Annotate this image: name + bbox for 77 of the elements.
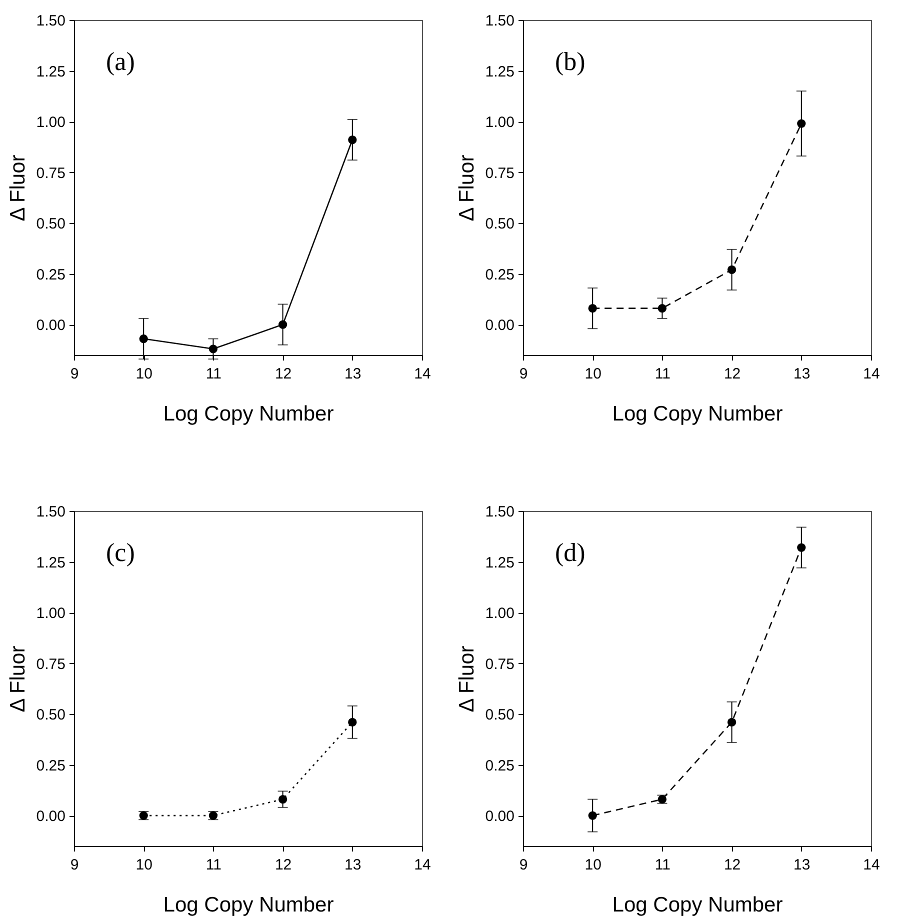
- x-tick-label: 9: [519, 366, 528, 382]
- x-tick-label: 12: [724, 856, 741, 874]
- x-axis-title: Log Copy Number: [163, 402, 334, 426]
- annotation: (c): [106, 538, 135, 567]
- y-tick-label: 0.00: [485, 808, 514, 826]
- y-tick-label: 0.00: [36, 808, 66, 826]
- x-tick-label: 9: [519, 856, 528, 874]
- y-tick-label: 0.25: [485, 757, 514, 774]
- x-tick-label: 10: [584, 856, 602, 874]
- y-tick-label: 0.00: [485, 317, 514, 334]
- x-tick-label: 12: [274, 856, 292, 874]
- y-tick-label: 0.75: [485, 656, 514, 673]
- y-tick-label: 1.00: [485, 605, 514, 622]
- y-tick-label: 0.25: [36, 266, 66, 284]
- y-tick-label: 0.50: [485, 706, 514, 724]
- x-tick-label: 14: [414, 856, 431, 874]
- point: [348, 718, 357, 726]
- x-tick-label: 13: [794, 366, 810, 382]
- point: [588, 304, 597, 313]
- y-tick-label: 0.25: [36, 757, 66, 774]
- x-axis-title: Log Copy Number: [163, 894, 334, 916]
- x-axis-title: Log Copy Number: [612, 894, 783, 916]
- point: [727, 265, 736, 274]
- x-tick-label: 14: [414, 366, 431, 382]
- y-tick-label: 0.75: [485, 164, 514, 182]
- x-tick-label: 12: [274, 366, 292, 382]
- point: [278, 320, 288, 329]
- point: [797, 119, 806, 128]
- point: [139, 334, 148, 344]
- y-tick-label: 0.50: [485, 216, 514, 233]
- y-tick-label: 1.25: [485, 63, 514, 80]
- point: [658, 304, 667, 313]
- point: [348, 135, 357, 144]
- y-tick-label: 0.00: [36, 317, 66, 334]
- point: [797, 543, 806, 552]
- y-axis-title: Δ Fluor: [6, 154, 30, 222]
- x-tick-label: 11: [654, 366, 670, 382]
- x-tick-label: 14: [863, 366, 880, 382]
- x-tick-label: 13: [344, 366, 362, 382]
- y-tick-label: 1.25: [485, 554, 514, 572]
- y-tick-label: 1.50: [485, 12, 514, 30]
- x-tick-label: 10: [584, 366, 602, 382]
- y-tick-label: 1.25: [36, 63, 66, 80]
- point: [208, 344, 218, 354]
- y-tick-label: 0.75: [36, 164, 66, 182]
- x-tick-label: 10: [136, 366, 152, 382]
- x-tick-label: 12: [724, 366, 741, 382]
- x-axis-title: Log Copy Number: [612, 402, 783, 426]
- x-tick-label: 14: [863, 856, 880, 874]
- x-tick-label: 11: [206, 366, 222, 382]
- annotation: (d): [555, 538, 586, 567]
- y-axis-title: Δ Fluor: [455, 646, 478, 712]
- x-tick-label: 9: [70, 366, 79, 382]
- y-axis-title: Δ Fluor: [6, 646, 30, 712]
- annotation: (a): [106, 47, 135, 76]
- y-tick-label: 1.00: [485, 114, 514, 132]
- y-tick-label: 1.50: [485, 504, 514, 520]
- x-tick-label: 13: [794, 856, 810, 874]
- y-tick-label: 1.00: [36, 114, 66, 132]
- y-axis-title: Δ Fluor: [455, 154, 478, 222]
- x-tick-label: 11: [654, 856, 670, 874]
- point: [588, 811, 597, 820]
- y-tick-label: 0.50: [36, 706, 66, 724]
- annotation: (b): [555, 47, 586, 76]
- y-tick-label: 1.50: [36, 12, 66, 30]
- x-tick-label: 10: [136, 856, 152, 874]
- y-tick-label: 1.25: [36, 554, 66, 572]
- y-tick-label: 0.25: [485, 266, 514, 284]
- point: [278, 794, 288, 804]
- y-tick-label: 0.50: [36, 216, 66, 233]
- x-tick-label: 9: [70, 856, 79, 874]
- y-tick-label: 1.50: [36, 504, 66, 520]
- x-tick-label: 11: [206, 856, 222, 874]
- y-tick-label: 0.75: [36, 656, 66, 673]
- y-tick-label: 1.00: [36, 605, 66, 622]
- point: [727, 718, 736, 726]
- x-tick-label: 13: [344, 856, 362, 874]
